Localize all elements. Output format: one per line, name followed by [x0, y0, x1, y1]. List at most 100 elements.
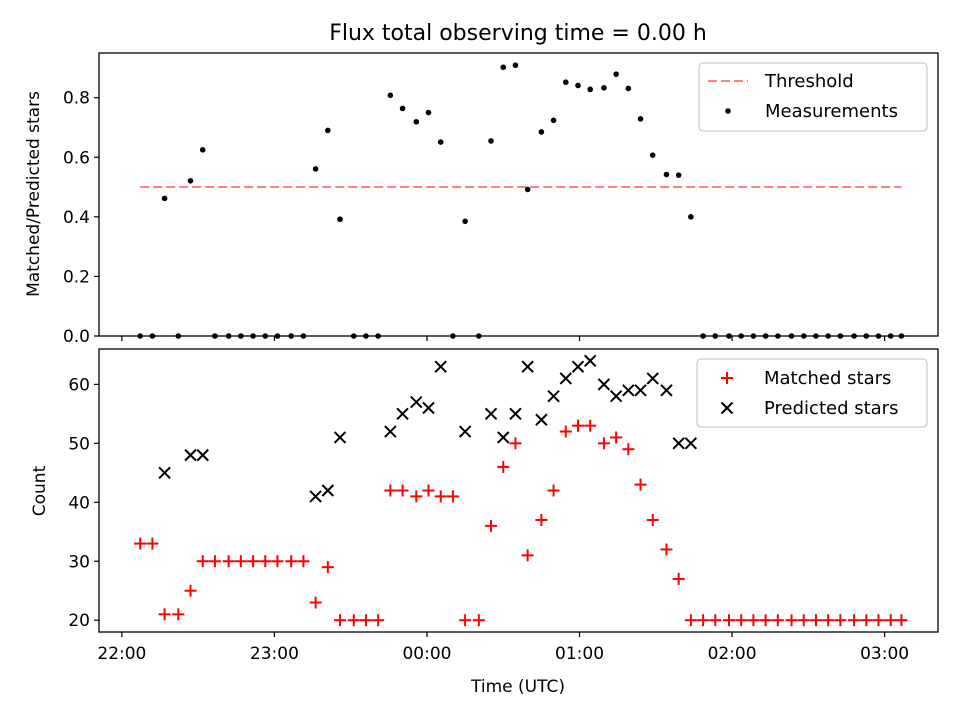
ratio-plot-area [98, 52, 939, 337]
count-y-axis-label: Count [30, 465, 50, 516]
count-legend: Matched stars Predicted stars [696, 358, 928, 428]
measurement-point [625, 85, 632, 92]
measurement-point [387, 92, 394, 99]
measurement-point [250, 333, 256, 339]
count-panel: 20 30 40 50 60 22:00 23:00 00:00 01:00 02:00 03:0… [30, 348, 939, 697]
measurement-point [413, 119, 420, 125]
legend-threshold-label: Threshold [764, 71, 854, 92]
predicted-stars-points [158, 354, 698, 503]
measurement-point [300, 333, 307, 339]
predicted-star-point [309, 490, 322, 503]
count-y-tick-label: 20 [68, 611, 90, 631]
predicted-star-point [396, 407, 409, 421]
matched-star-point [347, 614, 360, 627]
matched-star-point [571, 419, 584, 432]
measurement-point [238, 333, 244, 339]
measurement-point [788, 333, 795, 339]
measurement-point [649, 152, 656, 158]
predicted-star-point [571, 360, 585, 373]
measurement-point [149, 333, 156, 339]
ratio-y-axis-label: Matched/Predicted stars [24, 91, 44, 297]
measurement-point [712, 333, 719, 339]
ratio-panel: 0.00.20.40.60.8 Matched/Predicted stars … [24, 52, 939, 347]
chart-title: Flux total observing time = 0.00 h [329, 21, 707, 46]
measurement-point [500, 64, 507, 71]
matched-star-point [158, 608, 171, 621]
matched-star-point [234, 555, 247, 568]
matched-star-point [547, 484, 560, 497]
matched-star-point [834, 614, 847, 627]
measurement-point [562, 79, 569, 85]
matched-star-point [485, 519, 498, 532]
legend-predicted-marker [720, 401, 734, 415]
predicted-star-point [497, 431, 510, 444]
matched-star-point [446, 490, 459, 503]
measurement-point [337, 216, 343, 223]
measurement-point [274, 333, 281, 339]
matched-star-point [172, 608, 185, 621]
predicted-star-point [434, 360, 447, 373]
ratio-y-tick-label: 0.8 [63, 89, 90, 109]
matched-star-point [872, 614, 885, 627]
matched-star-point [247, 555, 260, 568]
matched-star-point [797, 614, 810, 627]
measurement-point [199, 147, 206, 153]
measurement-point [587, 86, 593, 93]
matched-star-point [208, 555, 221, 568]
legend-matched-label: Matched stars [764, 368, 891, 389]
matched-star-point [660, 543, 673, 556]
measurement-point [350, 333, 357, 339]
matched-star-point [848, 614, 861, 627]
ratio-y-tick-label: 0.4 [63, 208, 90, 228]
predicted-star-point [622, 384, 635, 397]
measurement-point [637, 116, 644, 122]
predicted-star-point [384, 425, 397, 438]
measurement-point [887, 333, 894, 339]
measurement-point [212, 333, 218, 339]
matched-star-point [697, 614, 710, 627]
matched-star-point [396, 484, 409, 497]
ratio-legend: Threshold Measurements [698, 62, 928, 132]
measurement-point [851, 333, 857, 339]
measurement-point [898, 333, 905, 339]
matched-star-point [584, 419, 597, 432]
measurement-point [738, 333, 745, 339]
count-x-tick-label: 22:00 [97, 644, 146, 664]
predicted-star-point [333, 431, 347, 444]
measurement-point [512, 62, 519, 69]
x-axis-label: Time (UTC) [470, 677, 565, 697]
matched-star-point [434, 490, 447, 503]
count-y-tick-label: 30 [68, 552, 90, 572]
measurement-point [675, 172, 682, 178]
matched-star-point [785, 614, 798, 627]
matched-star-point [509, 437, 522, 450]
count-x-tick-label: 03:00 [860, 644, 909, 664]
matched-star-point [884, 614, 897, 627]
measurement-point [750, 333, 757, 339]
measurement-point [863, 333, 870, 339]
matched-star-point [134, 537, 147, 550]
measurement-point [837, 333, 844, 339]
ratio-y-tick-label: 0.2 [63, 267, 90, 287]
measurement-point [825, 333, 831, 339]
predicted-star-point [684, 437, 698, 450]
predicted-star-point [583, 354, 597, 367]
matched-star-point [359, 614, 372, 627]
measurement-point [375, 333, 381, 339]
matched-star-point [410, 490, 423, 503]
matched-star-point [822, 614, 835, 627]
measurement-point [775, 333, 781, 339]
count-y-tick-label: 60 [68, 375, 90, 395]
ratio-y-ticks: 0.0 0.2 0.4 0.6 0.8 [63, 89, 99, 347]
matched-star-point [271, 555, 284, 568]
predicted-star-point [196, 448, 209, 462]
matched-star-point [184, 584, 197, 597]
matched-star-point [459, 614, 472, 627]
measurement-point [325, 127, 331, 134]
predicted-star-point [458, 425, 472, 438]
legend-cross-glyph [720, 401, 734, 415]
measurement-point [601, 85, 607, 91]
matched-star-point [597, 437, 610, 450]
measurement-point [700, 333, 706, 339]
matched-star-point [472, 614, 485, 627]
